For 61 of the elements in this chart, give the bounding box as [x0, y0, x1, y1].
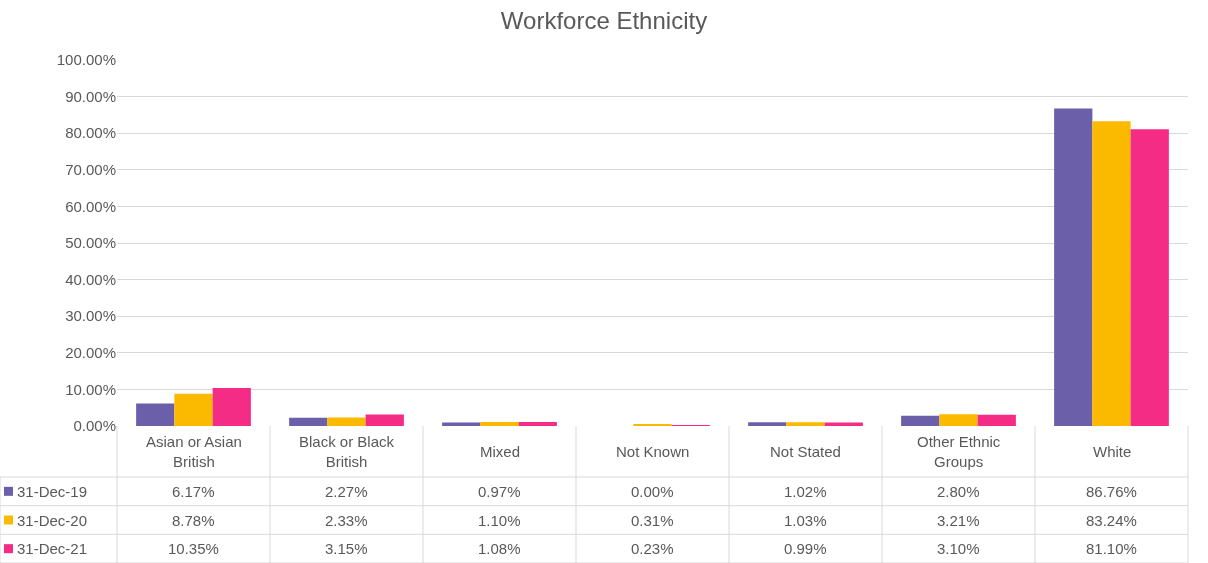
bar — [327, 417, 366, 426]
bar — [748, 422, 787, 426]
bar — [1092, 121, 1131, 426]
y-tick-label: 30.00% — [65, 307, 116, 325]
data-label: 81.10% — [1086, 540, 1137, 557]
y-tick-label: 90.00% — [65, 87, 116, 105]
data-label: 1.08% — [478, 540, 521, 557]
chart-title: Workforce Ethnicity — [500, 6, 708, 34]
bar — [365, 414, 404, 426]
x-tick-label: Not Known — [616, 443, 690, 460]
x-tick-label: Other Ethnic Groups — [917, 433, 1001, 470]
data-label: 8.78% — [172, 512, 215, 529]
x-tick-label: Asian or Asian British — [146, 433, 242, 470]
bar — [939, 414, 978, 426]
x-tick-label: White — [1093, 443, 1132, 460]
bar — [212, 388, 251, 426]
data-label: 2.33% — [325, 512, 368, 529]
data-label: 0.99% — [784, 540, 827, 557]
data-label: 0.31% — [631, 512, 674, 529]
bar — [518, 422, 557, 426]
x-tick-label: Black or Black British — [299, 433, 395, 470]
data-label: 3.10% — [937, 540, 980, 557]
data-label: 2.80% — [937, 483, 980, 500]
data-label: 3.15% — [325, 540, 368, 557]
bar — [1130, 129, 1169, 426]
x-tick-label: Not Stated — [770, 443, 841, 460]
y-tick-label: 100.00% — [56, 51, 116, 69]
y-tick-label: 10.00% — [65, 380, 116, 398]
bar — [824, 422, 863, 426]
data-label: 6.17% — [172, 483, 215, 500]
bar — [136, 403, 175, 426]
legend-label: 31-Dec-20 — [17, 512, 88, 529]
bar — [901, 415, 940, 426]
data-label: 1.02% — [784, 483, 827, 500]
y-tick-label: 20.00% — [65, 344, 116, 362]
data-label: 1.03% — [784, 512, 827, 529]
data-label: 83.24% — [1086, 512, 1137, 529]
bar — [174, 393, 213, 426]
data-label: 10.35% — [168, 540, 219, 557]
data-label: 86.76% — [1086, 483, 1137, 500]
bar — [1054, 108, 1093, 426]
data-label: 1.10% — [478, 512, 521, 529]
data-label: 0.97% — [478, 483, 521, 500]
bar — [480, 421, 519, 426]
data-label: 0.23% — [631, 540, 674, 557]
y-tick-label: 0.00% — [73, 417, 116, 435]
y-tick-label: 60.00% — [65, 197, 116, 215]
bar — [289, 417, 328, 426]
bar — [977, 414, 1016, 426]
data-label: 0.00% — [631, 483, 674, 500]
data-label: 3.21% — [937, 512, 980, 529]
legend-label: 31-Dec-21 — [17, 540, 88, 557]
bar — [786, 422, 825, 426]
y-tick-label: 70.00% — [65, 161, 116, 179]
y-tick-label: 40.00% — [65, 270, 116, 288]
bar — [442, 422, 481, 426]
data-label: 2.27% — [325, 483, 368, 500]
x-tick-label: Mixed — [480, 443, 521, 460]
y-tick-label: 80.00% — [65, 124, 116, 142]
y-tick-label: 50.00% — [65, 234, 116, 252]
legend-label: 31-Dec-19 — [17, 483, 88, 500]
